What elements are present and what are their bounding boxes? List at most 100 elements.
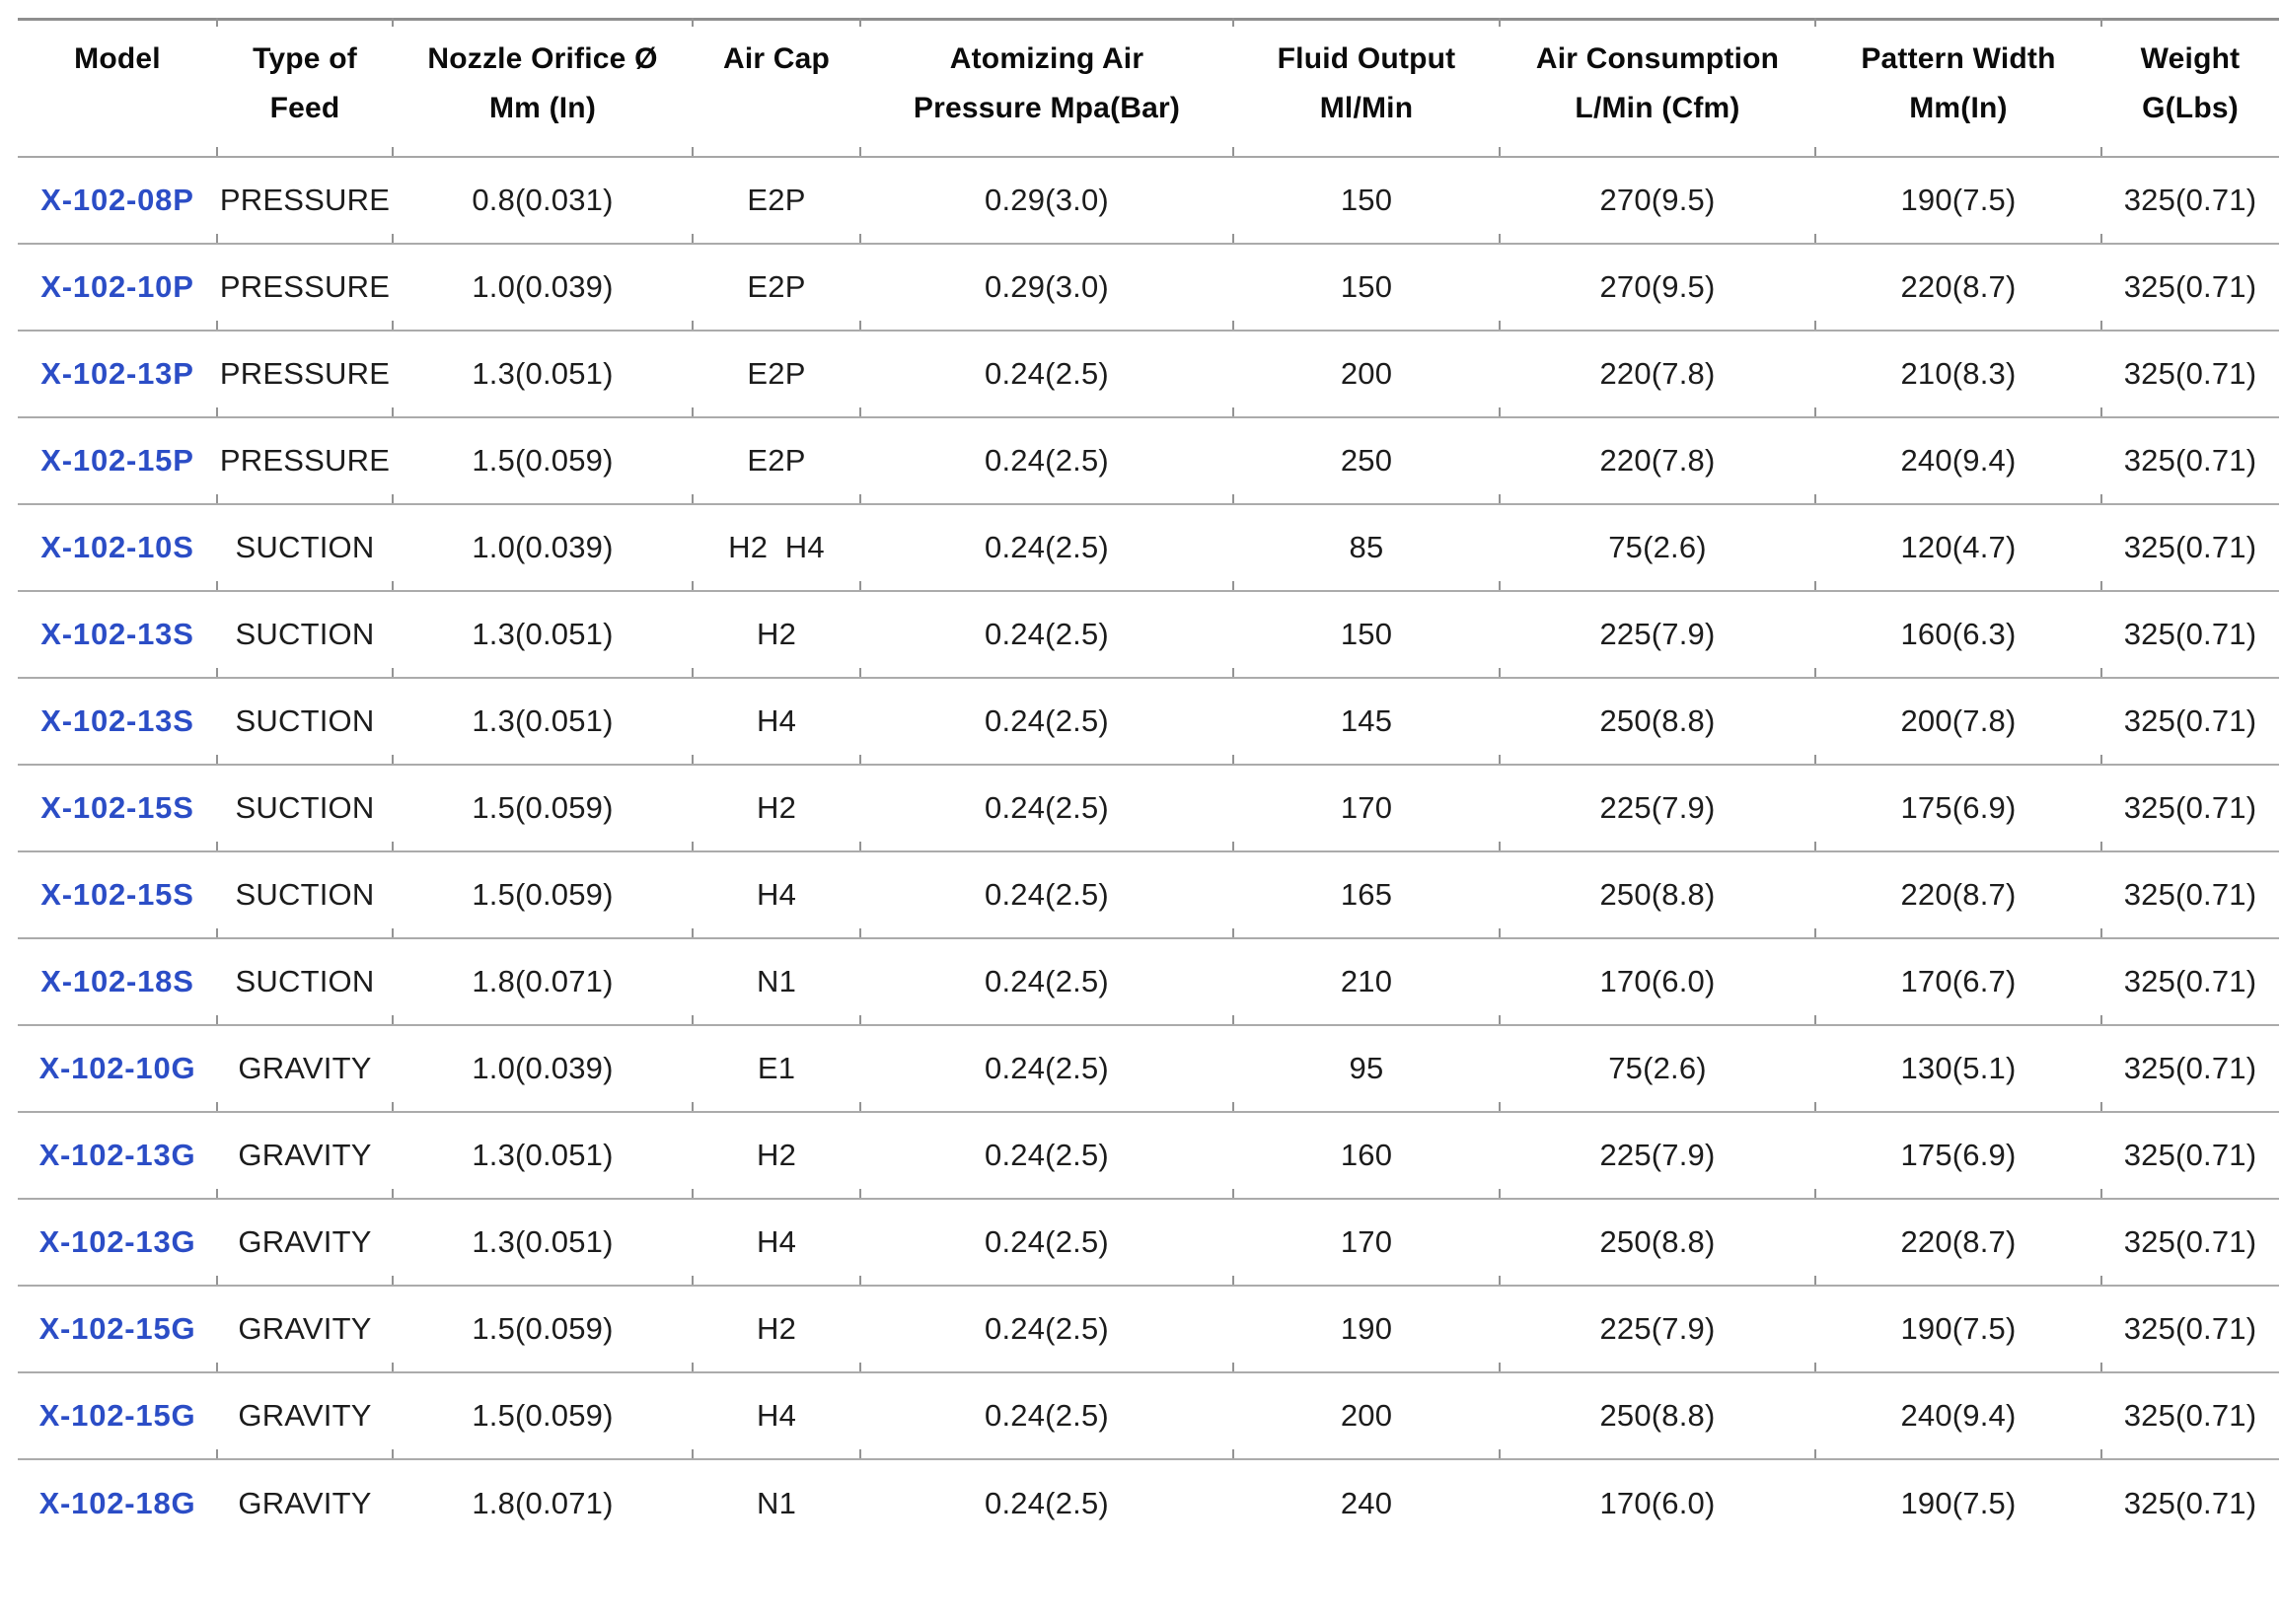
- cell-feed: GRAVITY: [216, 1113, 393, 1200]
- cell-weight: 325(0.71): [2100, 1200, 2279, 1287]
- cell-pattern: 190(7.5): [1900, 1486, 2017, 1520]
- model-link[interactable]: X-102-10S: [40, 530, 194, 564]
- column-header-text: Fluid Output: [1277, 42, 1456, 75]
- cell-model: X-102-15S: [18, 852, 217, 939]
- table-row: X-102-18S SUCTION 1.8(0.071) N1 0.24(2.5) 210…: [18, 939, 2279, 1026]
- cell-pressure: 0.24(2.5): [859, 939, 1233, 1026]
- cell-nozzle: 1.0(0.039): [392, 245, 693, 332]
- cell-model: X-102-13P: [18, 332, 217, 418]
- cell-aircap: H4: [692, 852, 860, 939]
- model-link[interactable]: X-102-15S: [40, 790, 194, 825]
- model-link[interactable]: X-102-13S: [40, 617, 194, 651]
- cell-pattern: 210(8.3): [1814, 332, 2101, 418]
- cell-pattern: 130(5.1): [1814, 1026, 2101, 1113]
- cell-model: X-102-10P: [18, 245, 217, 332]
- model-link[interactable]: X-102-10G: [38, 1051, 196, 1085]
- cell-feed: SUCTION: [216, 852, 393, 939]
- cell-pressure: 0.24(2.5): [859, 592, 1233, 679]
- cell-fluid: 170: [1232, 766, 1500, 852]
- cell-aircap: H2: [692, 1287, 860, 1373]
- cell-air: 75(2.6): [1499, 505, 1815, 592]
- cell-pattern: 240(9.4): [1814, 1373, 2101, 1460]
- cell-pressure: 0.24(2.5): [859, 1287, 1233, 1373]
- cell-weight: 325(0.71): [2100, 766, 2279, 852]
- cell-weight: 325(0.71): [2100, 332, 2279, 418]
- cell-weight: 325(0.71): [2100, 1287, 2279, 1373]
- table-row: X-102-18G GRAVITY 1.8(0.071) N1 0.24(2.5) 240…: [18, 1460, 2279, 1547]
- cell-fluid: 145: [1232, 679, 1500, 766]
- cell-pressure: 0.24(2.5): [859, 418, 1233, 505]
- model-link[interactable]: X-102-18S: [40, 964, 194, 998]
- cell-nozzle: 1.3(0.051): [392, 332, 693, 418]
- column-header-text: Mm (In): [488, 92, 597, 124]
- cell-air: 270(9.5): [1499, 158, 1815, 245]
- header-row: Model Type of Feed Nozzle Orifice Ø Mm (In) A…: [18, 18, 2279, 158]
- column-header-air: Air Consumption L/Min (Cfm): [1499, 18, 1815, 158]
- spec-table: Model Type of Feed Nozzle Orifice Ø Mm (In) A…: [18, 18, 2279, 1547]
- column-header-text: Nozzle Orifice Ø: [427, 42, 658, 75]
- column-header-text: Feed: [269, 92, 340, 124]
- cell-model: X-102-08P: [18, 158, 217, 245]
- cell-nozzle: 1.5(0.059): [392, 766, 693, 852]
- model-link[interactable]: X-102-13G: [38, 1138, 196, 1172]
- table-row: X-102-10S SUCTION 1.0(0.039) H2 H4 0.24(2.5)…: [18, 505, 2279, 592]
- cell-model: X-102-13S: [18, 679, 217, 766]
- cell-feed: PRESSURE: [216, 418, 393, 505]
- cell-fluid: 200: [1232, 332, 1500, 418]
- model-link[interactable]: X-102-18G: [38, 1486, 196, 1520]
- cell-fluid: 190: [1232, 1287, 1500, 1373]
- column-header-aircap: Air Cap: [692, 18, 860, 158]
- model-link[interactable]: X-102-10P: [40, 269, 194, 304]
- cell-aircap: E1: [692, 1026, 860, 1113]
- table-body: X-102-08P PRESSURE 0.8(0.031) E2P 0.29(3.0) 1…: [18, 158, 2279, 1547]
- table-row: X-102-10P PRESSURE 1.0(0.039) E2P 0.29(3.0) 1…: [18, 245, 2279, 332]
- cell-pattern: 175(6.9): [1814, 1113, 2101, 1200]
- cell-pressure: 0.24(2.5): [859, 332, 1233, 418]
- table-row: X-102-15P PRESSURE 1.5(0.059) E2P 0.24(2.5) 2…: [18, 418, 2279, 505]
- model-link[interactable]: X-102-15G: [38, 1311, 196, 1346]
- cell-weight: 325(0.71): [2100, 1373, 2279, 1460]
- cell-pressure: 0.24(2.5): [859, 1200, 1233, 1287]
- cell-feed: SUCTION: [216, 505, 393, 592]
- cell-weight: 325(0.71): [2100, 505, 2279, 592]
- cell-aircap: N1: [756, 1486, 797, 1520]
- model-link[interactable]: X-102-15P: [40, 443, 194, 478]
- cell-fluid: 165: [1232, 852, 1500, 939]
- cell-air: 225(7.9): [1499, 766, 1815, 852]
- model-link[interactable]: X-102-08P: [40, 183, 194, 217]
- cell-air: 225(7.9): [1499, 1113, 1815, 1200]
- cell-fluid: 240: [1340, 1486, 1393, 1520]
- column-header-text: Weight: [2140, 42, 2241, 75]
- model-link[interactable]: X-102-13S: [40, 703, 194, 738]
- column-header-nozzle: Nozzle Orifice Ø Mm (In): [392, 18, 693, 158]
- column-header-text: Mm(In): [1909, 92, 2008, 124]
- cell-pattern: 190(7.5): [1814, 158, 2101, 245]
- column-header-fluid: Fluid Output Ml/Min: [1232, 18, 1500, 158]
- cell-pressure: 0.24(2.5): [859, 852, 1233, 939]
- model-link[interactable]: X-102-13G: [38, 1224, 196, 1259]
- column-header-text: Pattern Width: [1861, 42, 2056, 75]
- cell-fluid: 170: [1232, 1200, 1500, 1287]
- cell-weight: 325(0.71): [2100, 418, 2279, 505]
- cell-fluid: 85: [1232, 505, 1500, 592]
- cell-pattern: 240(9.4): [1814, 418, 2101, 505]
- table-row: X-102-15G GRAVITY 1.5(0.059) H4 0.24(2.5) 200…: [18, 1373, 2279, 1460]
- column-header-text: Pressure Mpa(Bar): [913, 92, 1181, 124]
- cell-pressure: 0.29(3.0): [859, 158, 1233, 245]
- cell-feed: SUCTION: [216, 939, 393, 1026]
- cell-model: X-102-13S: [18, 592, 217, 679]
- column-header-text: G(Lbs): [2142, 92, 2239, 124]
- model-link[interactable]: X-102-13P: [40, 356, 194, 391]
- cell-nozzle: 1.5(0.059): [392, 1373, 693, 1460]
- model-link[interactable]: X-102-15G: [38, 1398, 196, 1433]
- cell-weight: 325(0.71): [2100, 939, 2279, 1026]
- cell-fluid: 250: [1232, 418, 1500, 505]
- cell-nozzle: 0.8(0.031): [392, 158, 693, 245]
- cell-nozzle: 1.8(0.071): [472, 1486, 614, 1520]
- column-header-text: L/Min (Cfm): [1575, 92, 1740, 124]
- cell-fluid: 150: [1232, 592, 1500, 679]
- cell-fluid: 150: [1232, 158, 1500, 245]
- cell-air: 75(2.6): [1499, 1026, 1815, 1113]
- cell-feed: GRAVITY: [238, 1486, 372, 1520]
- model-link[interactable]: X-102-15S: [40, 877, 194, 912]
